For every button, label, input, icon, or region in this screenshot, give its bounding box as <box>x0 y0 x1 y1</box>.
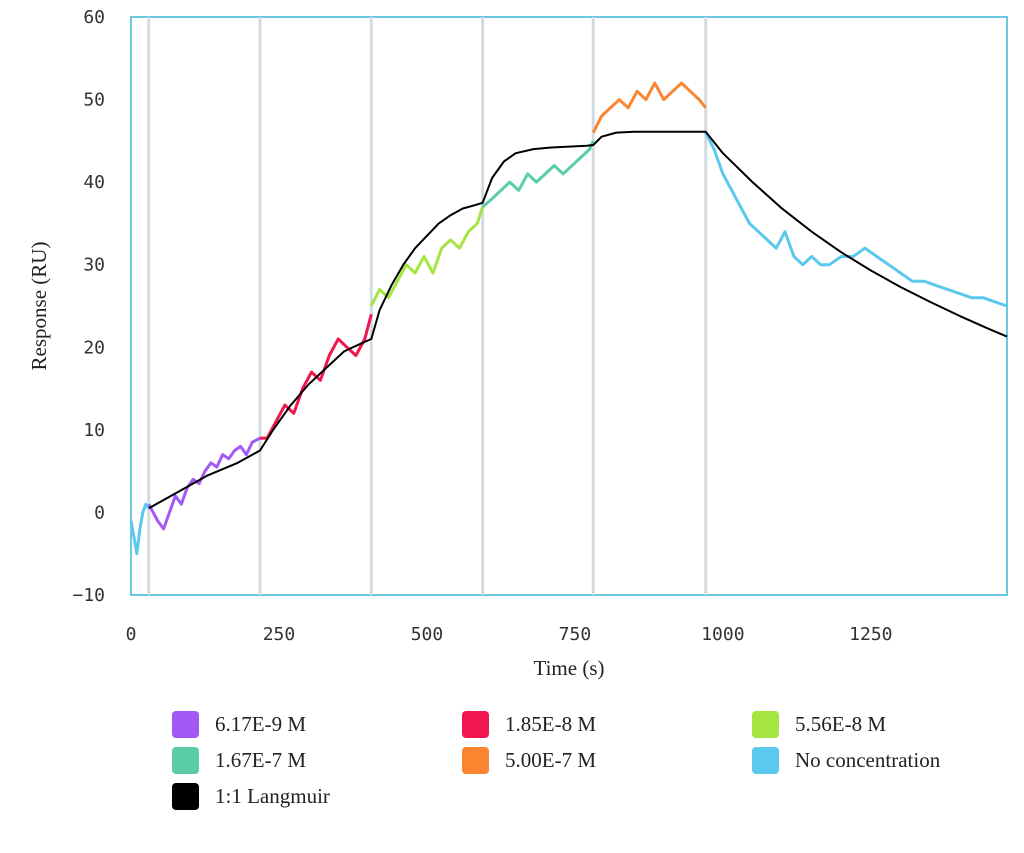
series-line-4 <box>481 140 595 209</box>
y-axis-ticks: −10 0 10 20 30 40 50 60 <box>72 7 105 606</box>
legend-item: 5.00E-7 M <box>462 746 752 774</box>
legend-item: 1.67E-7 M <box>172 746 462 774</box>
legend-swatch <box>462 710 489 738</box>
legend-item: 1:1 Langmuir <box>172 782 462 810</box>
series-line-0 <box>129 502 151 556</box>
legend-item: 6.17E-9 M <box>172 710 462 738</box>
series-line-7 <box>148 130 1008 510</box>
legend-swatch <box>172 710 199 738</box>
x-tick-label: 1000 <box>701 624 744 645</box>
y-axis-title: Response (RU) <box>27 242 51 371</box>
legend-swatch <box>752 710 779 738</box>
series-line-6 <box>704 131 1008 308</box>
legend-swatch <box>172 746 199 774</box>
y-tick-label: 30 <box>83 255 105 276</box>
legend-item: 5.56E-8 M <box>752 710 992 738</box>
x-tick-label: 1250 <box>849 624 892 645</box>
series-line-3 <box>369 206 485 307</box>
chart-legend: 6.17E-9 M 1.85E-8 M 5.56E-8 M 1.67E-7 M 5.00… <box>172 710 992 810</box>
legend-label: 1.67E-7 M <box>215 747 306 772</box>
x-axis-ticks: 0 250 500 750 1000 1250 <box>126 624 893 645</box>
series-line-5 <box>591 81 707 134</box>
injection-markers <box>147 17 708 595</box>
legend-label: 5.56E-8 M <box>795 711 886 736</box>
x-tick-label: 750 <box>559 624 592 645</box>
y-tick-label: 10 <box>83 420 105 441</box>
legend-label: 5.00E-7 M <box>505 747 596 772</box>
y-tick-label: −10 <box>72 585 105 606</box>
series-line-2 <box>260 313 373 440</box>
y-tick-label: 50 <box>83 90 105 111</box>
plot-area-frame <box>130 16 1008 596</box>
y-tick-label: 40 <box>83 172 105 193</box>
legend-label: No concentration <box>795 747 941 772</box>
y-tick-label: 0 <box>94 502 105 523</box>
legend-swatch <box>172 782 199 810</box>
legend-item: 1.85E-8 M <box>462 710 752 738</box>
legend-label: 1:1 Langmuir <box>215 783 330 808</box>
x-tick-label: 250 <box>263 624 296 645</box>
x-axis-title: Time (s) <box>534 656 605 680</box>
y-tick-label: 20 <box>83 337 105 358</box>
x-tick-label: 500 <box>411 624 444 645</box>
legend-label: 6.17E-9 M <box>215 711 306 736</box>
series-line-1 <box>147 436 261 531</box>
legend-item: No concentration <box>752 746 992 774</box>
x-tick-label: 0 <box>126 624 137 645</box>
legend-label: 1.85E-8 M <box>505 711 596 736</box>
y-tick-label: 60 <box>83 7 105 28</box>
legend-swatch <box>752 746 779 774</box>
series-lines <box>129 81 1008 556</box>
legend-swatch <box>462 746 489 774</box>
